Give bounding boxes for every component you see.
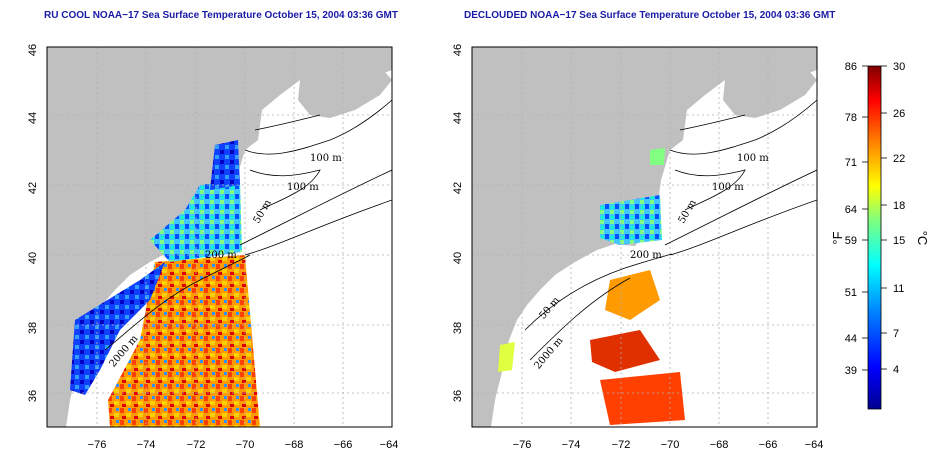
celsius-tick: 22: [893, 153, 905, 165]
celsius-tick: 26: [893, 108, 905, 120]
lon-tick: −66: [759, 439, 778, 451]
celsius-tick: 15: [893, 235, 905, 247]
sst-coastal-patch: [498, 342, 515, 372]
land-mass: [723, 70, 817, 118]
sst-cool-swath: [150, 180, 242, 262]
lon-tick: −74: [137, 439, 156, 451]
celsius-tick: 4: [893, 364, 899, 376]
fahrenheit-unit-label: °F: [830, 231, 845, 244]
contour-label: 200 m: [205, 250, 237, 261]
celsius-tick: 7: [893, 328, 899, 340]
lon-tick: −64: [805, 439, 824, 451]
lon-tick: −70: [661, 439, 680, 451]
lon-tick: −72: [612, 439, 631, 451]
lat-tick: 38: [27, 322, 39, 334]
fahrenheit-tick: 71: [845, 157, 857, 169]
panel-1-title: RU COOL NOAA−17 Sea Surface Temperature …: [44, 10, 398, 21]
fahrenheit-tick: 86: [845, 61, 857, 73]
panel-2-map: 100 m 100 m 50 m 200 m 50 m 2000 m 46 44…: [452, 44, 823, 451]
sst-warm-patch: [590, 330, 660, 372]
colorbar: 86 78 71 64 59 51 44 39 30 26 22 18 15 1…: [830, 61, 930, 410]
land-mass: [472, 47, 817, 427]
sst-warm-patch: [600, 372, 685, 425]
panel-2-title: DECLOUDED NOAA−17 Sea Surface Temperatur…: [464, 10, 836, 21]
lat-tick: 46: [27, 44, 39, 56]
fahrenheit-tick: 59: [845, 235, 857, 247]
lon-tick: −74: [562, 439, 581, 451]
contour-label: 200 m: [630, 250, 662, 261]
fahrenheit-tick: 44: [845, 333, 857, 345]
lon-tick: −70: [236, 439, 255, 451]
lat-tick: 42: [452, 182, 464, 194]
contour-label: 100 m: [310, 153, 342, 164]
celsius-tick: 30: [893, 61, 905, 73]
lat-tick: 36: [452, 390, 464, 402]
celsius-tick: 11: [893, 283, 904, 295]
fahrenheit-tick: 64: [845, 204, 857, 216]
lon-tick: −68: [285, 439, 304, 451]
lat-tick: 40: [452, 252, 464, 264]
fahrenheit-tick: 78: [845, 112, 857, 124]
land-mass: [298, 70, 392, 118]
sst-warm-patch: [605, 270, 660, 320]
contour-label: 100 m: [737, 153, 769, 164]
panel-1-map: 100 m 100 m 50 m 200 m 2000 m 46 44 42 4…: [27, 44, 398, 451]
lat-tick: 40: [27, 252, 39, 264]
lon-tick: −68: [710, 439, 729, 451]
celsius-tick: 18: [893, 200, 905, 212]
lat-tick: 46: [452, 44, 464, 56]
lat-tick: 38: [452, 322, 464, 334]
fahrenheit-tick: 51: [845, 287, 857, 299]
lon-tick: −72: [187, 439, 206, 451]
land-mass: [47, 47, 392, 427]
sst-coastal-swath: [70, 262, 165, 395]
contour-label: 100 m: [287, 182, 319, 193]
lat-tick: 36: [27, 390, 39, 402]
sst-cool-patch: [600, 195, 662, 245]
lon-tick: −64: [380, 439, 399, 451]
lat-tick: 42: [27, 182, 39, 194]
lon-tick: −66: [334, 439, 353, 451]
contour-label: 100 m: [712, 182, 744, 193]
lon-tick: −76: [513, 439, 532, 451]
lat-tick: 44: [27, 112, 39, 124]
fahrenheit-tick: 39: [845, 365, 857, 377]
sst-cool-patch: [650, 148, 665, 165]
lon-tick: −76: [88, 439, 107, 451]
lat-tick: 44: [452, 112, 464, 124]
sst-north-swath: [210, 140, 240, 190]
celsius-unit-label: °C: [915, 231, 930, 246]
